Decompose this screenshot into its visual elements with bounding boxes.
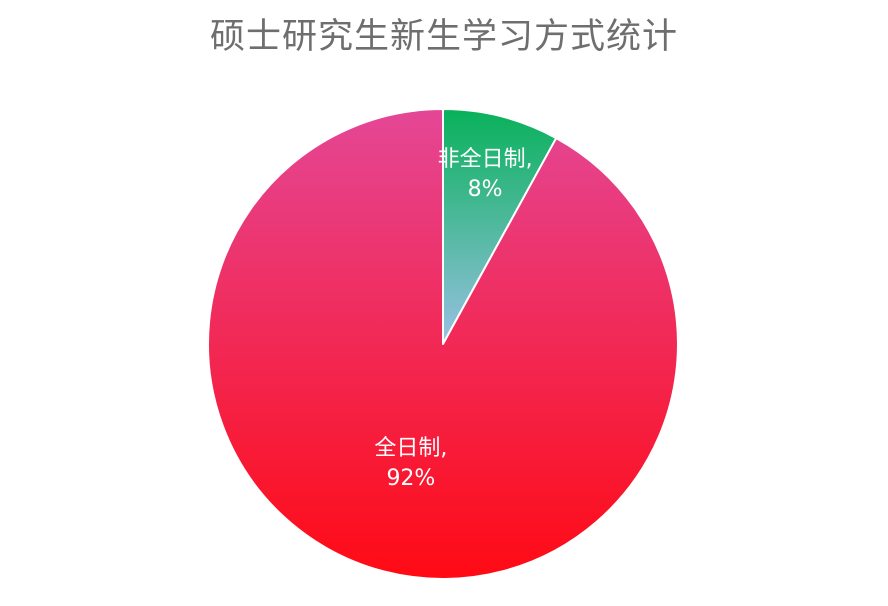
labels-layer: 非全日制, 8% 全日制, 92% — [374, 147, 532, 491]
slice-label-value-0: 8% — [468, 177, 503, 202]
pie-slice-0 — [442, 108, 558, 345]
slice-label-1: 全日制, 92% — [374, 436, 447, 491]
pie-slice-1 — [206, 108, 679, 580]
slice-label-category-0: 非全日制, — [438, 147, 533, 172]
chart-title: 硕士研究生新生学习方式统计 — [209, 17, 678, 57]
slice-label-category-1: 全日制, — [374, 436, 447, 461]
slice-label-value-1: 92% — [386, 466, 435, 491]
slices-layer — [206, 108, 679, 580]
slice-label-0: 非全日制, 8% — [438, 147, 533, 202]
